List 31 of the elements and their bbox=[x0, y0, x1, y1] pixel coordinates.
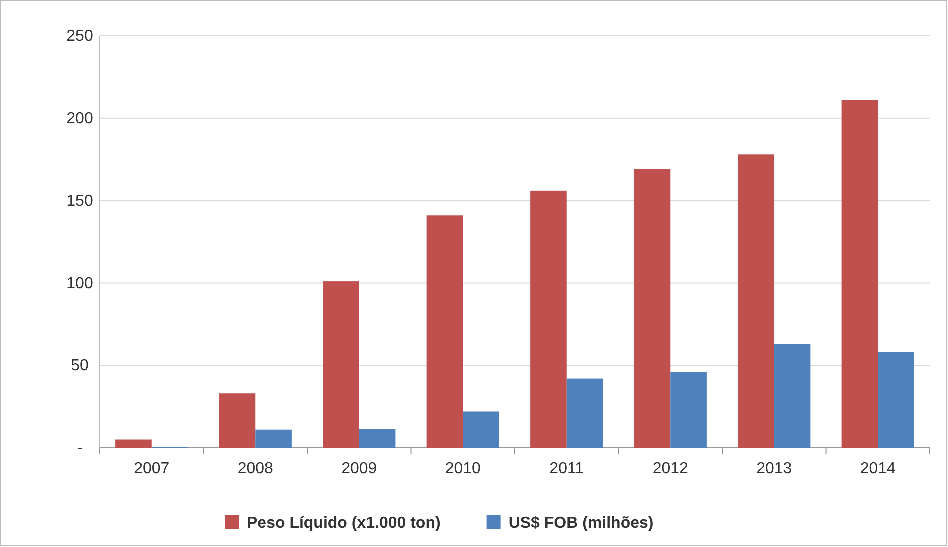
bar bbox=[878, 352, 914, 448]
bar bbox=[116, 440, 152, 448]
y-tick-label: 200 bbox=[66, 110, 94, 128]
legend-label: US$ FOB (milhões) bbox=[508, 515, 654, 532]
x-tick-label: 2012 bbox=[652, 460, 689, 478]
bar bbox=[463, 412, 500, 448]
y-tick-label: - bbox=[77, 440, 83, 458]
bar bbox=[842, 100, 878, 448]
bar bbox=[256, 430, 292, 448]
y-tick-label: 100 bbox=[66, 275, 94, 292]
y-tick-label: 50 bbox=[71, 358, 89, 375]
bar bbox=[634, 169, 671, 448]
x-tick-label: 2009 bbox=[342, 460, 378, 478]
x-tick-label: 2013 bbox=[756, 460, 792, 478]
bar bbox=[530, 190, 567, 448]
x-tick-label: 2010 bbox=[445, 460, 482, 478]
x-tick-label: 2008 bbox=[238, 460, 274, 478]
bar bbox=[670, 372, 707, 448]
bar bbox=[738, 154, 774, 448]
bar bbox=[323, 282, 360, 448]
bar bbox=[219, 394, 256, 448]
bar bbox=[566, 378, 604, 448]
x-tick-label: 2014 bbox=[860, 460, 896, 478]
x-tick-label: 2007 bbox=[134, 460, 170, 478]
legend-label: Peso Líquido (x1.000 ton) bbox=[247, 515, 441, 532]
bar bbox=[359, 429, 396, 448]
x-tick-label: 2011 bbox=[550, 460, 584, 478]
y-tick-label: 250 bbox=[66, 28, 94, 46]
bar bbox=[426, 216, 464, 448]
y-tick-label: 150 bbox=[66, 192, 94, 210]
bar bbox=[774, 344, 811, 448]
